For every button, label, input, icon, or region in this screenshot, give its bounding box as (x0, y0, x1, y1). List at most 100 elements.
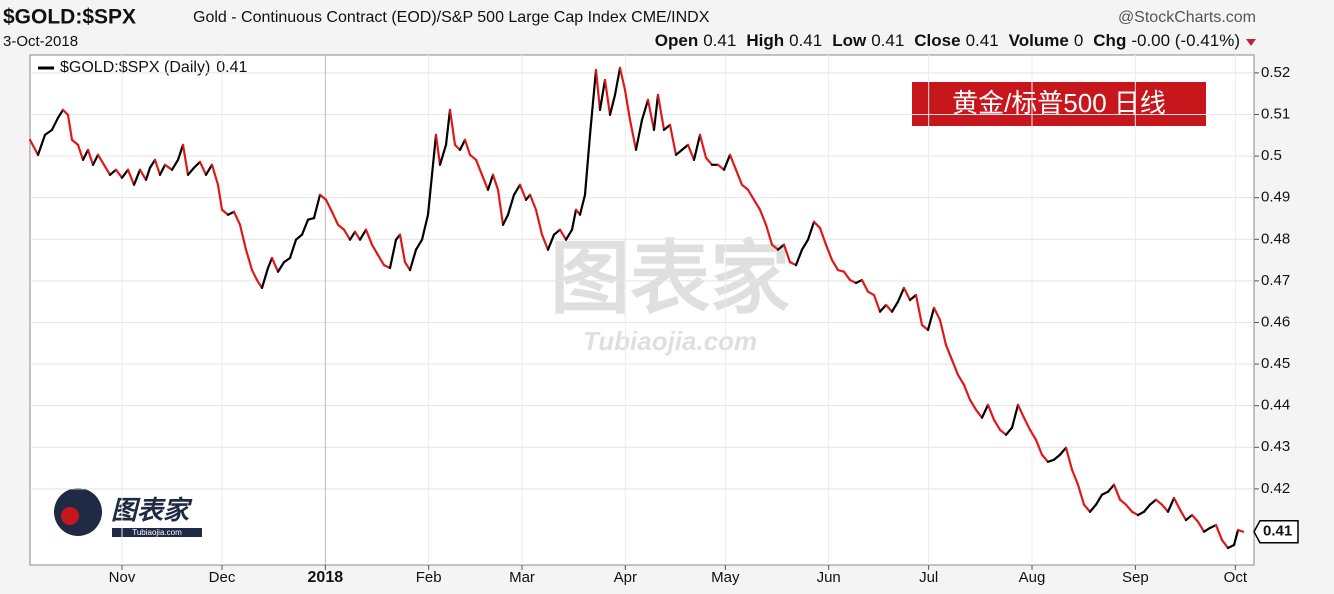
line-segment (1220, 538, 1230, 550)
line-segment (570, 208, 578, 231)
line-segment (866, 290, 876, 297)
line-segment (1034, 438, 1044, 456)
line-segment (388, 238, 398, 270)
line-segment (1136, 510, 1146, 517)
line-segment (812, 220, 822, 230)
watermark: 图表家 Tubiaojia.com (550, 234, 790, 356)
stat-value: 0 (1074, 31, 1083, 50)
line-segment (330, 210, 340, 226)
line-segment (496, 188, 505, 226)
last-value-marker (1253, 519, 1299, 544)
line-segment (902, 286, 912, 302)
line-segment (788, 261, 798, 267)
line-segment (1208, 523, 1218, 530)
line-segment (226, 210, 236, 216)
line-segment (270, 256, 280, 273)
line-segment (1004, 426, 1014, 436)
line-segment (646, 98, 656, 131)
line-segment (776, 243, 786, 251)
line-segment (163, 163, 174, 171)
line-segment (158, 163, 167, 176)
line-segment (1178, 508, 1188, 522)
y-tick-label: 0.51 (1261, 105, 1290, 122)
line-segment (1236, 528, 1245, 533)
line-segment (752, 198, 762, 211)
line-segment (342, 228, 352, 241)
line-segment (220, 208, 230, 216)
line-segment (250, 268, 259, 282)
stat-label: Volume (1009, 31, 1069, 50)
line-segment (480, 173, 490, 191)
annotation: 黄金/标普500 日线 (952, 88, 1166, 118)
stat-value: 0.41 (703, 31, 736, 50)
line-segment (1190, 513, 1200, 523)
line-segment (534, 208, 544, 236)
line-segment (506, 193, 516, 216)
line-segment (968, 398, 978, 411)
line-segment (564, 228, 574, 241)
line-segment (430, 133, 438, 176)
line-segment (594, 68, 602, 112)
stat-label: Open (655, 31, 698, 50)
line-segment (1226, 543, 1236, 550)
line-segment (353, 230, 362, 241)
x-tick-label: Dec (209, 569, 236, 586)
line-segment (1106, 483, 1116, 493)
line-segment (583, 133, 592, 196)
line-segment (842, 270, 852, 282)
x-tick-label: Aug (1019, 569, 1046, 586)
line-segment (102, 163, 112, 176)
logo-bar (112, 528, 202, 537)
line-segment (914, 293, 924, 327)
line-segment (716, 163, 726, 171)
watermark-text: 图表家 (550, 234, 790, 323)
line-segment (794, 248, 804, 267)
line-segment (848, 278, 858, 285)
line-segment (312, 193, 322, 220)
line-segment (266, 256, 274, 270)
line-segment (114, 168, 124, 179)
line-segment (998, 428, 1008, 436)
line-segment (126, 168, 136, 186)
line-segment (216, 183, 224, 211)
line-segment (186, 166, 196, 176)
line-segment (336, 223, 346, 231)
line-segment (138, 168, 148, 181)
line-segment (926, 306, 936, 332)
line-segment (414, 238, 424, 251)
line-segment (1028, 428, 1038, 441)
line-segment (674, 148, 684, 156)
line-segment (764, 223, 774, 246)
line-segment (818, 226, 828, 246)
x-tick-label: 2018 (308, 569, 344, 586)
line-segment (668, 123, 678, 156)
line-segment (448, 108, 457, 146)
line-segment (628, 118, 638, 151)
chart-title: $GOLD:$SPX (3, 6, 136, 29)
line-segment (282, 256, 292, 264)
line-segment (294, 233, 304, 241)
logo-text: 图表家 (111, 495, 193, 525)
line-segment (468, 153, 478, 161)
legend-value: 0.41 (216, 59, 247, 76)
y-tick-label: 0.49 (1261, 189, 1290, 206)
line-segment (181, 143, 190, 176)
line-segment (1166, 496, 1176, 513)
change-arrow (1246, 39, 1256, 46)
line-segment (634, 118, 644, 151)
line-segment (956, 373, 966, 386)
x-tick-label: Jul (919, 569, 938, 586)
line-segment (734, 168, 744, 186)
line-segment (120, 168, 130, 179)
subtitle: Gold - Continuous Contract (EOD)/S&P 500… (193, 9, 710, 26)
line-segment (66, 113, 74, 141)
x-tick-label: Mar (509, 569, 535, 586)
line-segment (896, 286, 906, 303)
line-segment (872, 293, 882, 313)
stat-value: 0.41 (966, 31, 999, 50)
line-segment (491, 173, 500, 191)
line-segment (830, 258, 840, 272)
line-segment (76, 143, 85, 161)
line-segment (288, 238, 298, 260)
